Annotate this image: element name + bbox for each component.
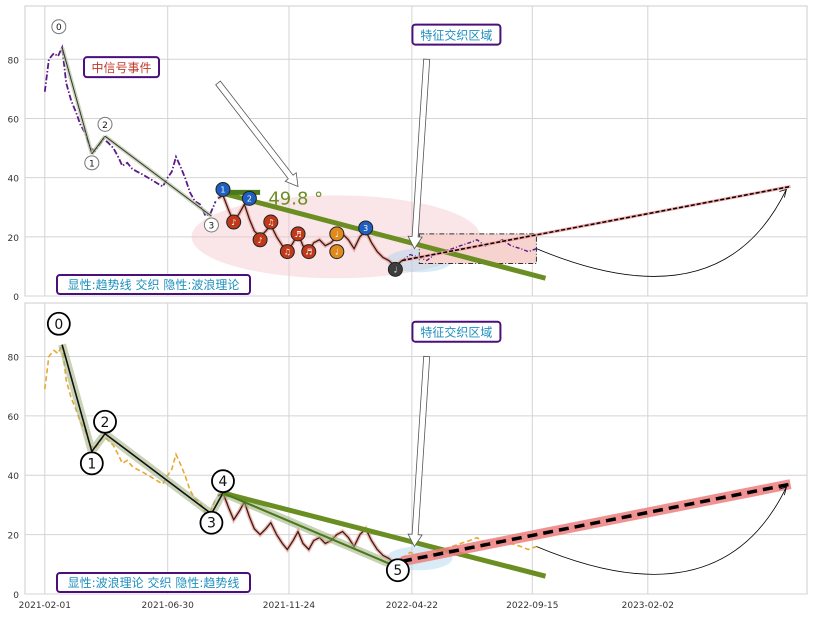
annotation-arrow bbox=[407, 355, 431, 548]
wave-label: 1 bbox=[89, 159, 95, 169]
music-marker bbox=[329, 226, 345, 242]
legend-box bbox=[56, 274, 251, 295]
legend-text: 显性:波浪理论 交织 隐性:趋势线 bbox=[68, 575, 240, 590]
music-marker-glyph: ♪ bbox=[231, 218, 236, 227]
forecast-solid bbox=[401, 185, 791, 262]
wave-label: 0 bbox=[56, 23, 62, 33]
wave-label-circle bbox=[97, 116, 113, 132]
forecast-arc-head bbox=[779, 486, 787, 496]
music-marker bbox=[241, 190, 257, 206]
trendline bbox=[219, 190, 547, 281]
price-series bbox=[44, 341, 217, 515]
wave-series bbox=[217, 492, 403, 566]
wave-label: 2 bbox=[101, 415, 110, 431]
x-tick-label: 2023-02-02 bbox=[622, 601, 674, 611]
forecast-arc-head bbox=[779, 188, 787, 198]
forecast-arc bbox=[536, 189, 787, 277]
music-marker-glyph: ♪ bbox=[258, 236, 263, 245]
wave-guide bbox=[61, 47, 93, 155]
music-marker-glyph: ♫ bbox=[267, 218, 274, 227]
wave-label-circle bbox=[93, 409, 117, 434]
wave-label: 4 bbox=[219, 474, 228, 490]
legend-box bbox=[56, 572, 251, 593]
music-marker-glyph: 1 bbox=[220, 185, 225, 194]
music-marker-glyph: ♩ bbox=[335, 230, 339, 239]
music-marker-glyph: ♬ bbox=[305, 248, 312, 257]
y-tick-label: 20 bbox=[8, 234, 20, 244]
music-marker bbox=[215, 181, 231, 197]
wave-guide bbox=[91, 135, 106, 155]
annotation-label: 特征交织区域 bbox=[420, 325, 492, 340]
wave-label-circle bbox=[211, 469, 235, 494]
wave-label-circle bbox=[199, 510, 224, 535]
wave-label: 0 bbox=[54, 317, 63, 333]
price-series bbox=[43, 44, 217, 218]
tail-series bbox=[401, 239, 537, 262]
music-marker-glyph: 2 bbox=[247, 194, 252, 203]
music-marker bbox=[358, 220, 374, 236]
trendline bbox=[222, 492, 399, 569]
music-marker-glyph: ♩ bbox=[393, 265, 397, 274]
music-marker-glyph: 3 bbox=[363, 224, 368, 233]
x-tick-label: 2022-09-15 bbox=[506, 601, 558, 611]
panel-body: 1♪2♪♫♫♬♬♩♩3♩ bbox=[43, 44, 791, 281]
music-marker bbox=[226, 214, 242, 230]
trendline bbox=[222, 490, 547, 579]
wave-label-circle bbox=[385, 558, 410, 583]
annotation-label: 中信号事件 bbox=[92, 60, 152, 75]
music-marker bbox=[252, 232, 268, 248]
music-marker bbox=[279, 244, 295, 260]
y-tick-label: 20 bbox=[8, 532, 20, 542]
angle-label: 49.8 ° bbox=[268, 188, 323, 209]
annotation-box bbox=[83, 56, 161, 79]
annotation-box bbox=[411, 320, 502, 343]
panel-frame bbox=[24, 302, 808, 595]
legend-text: 显性:趋势线 交织 隐性:波浪理论 bbox=[68, 277, 240, 292]
wave-label-circle bbox=[79, 451, 104, 476]
music-marker-glyph: ♩ bbox=[335, 248, 339, 257]
x-tick-label: 2022-04-22 bbox=[386, 601, 438, 611]
y-tick-label: 80 bbox=[8, 353, 20, 363]
wave-label: 5 bbox=[393, 563, 402, 579]
y-tick-label: 60 bbox=[8, 413, 20, 423]
wave-label-circle bbox=[203, 217, 219, 233]
forecast-arc bbox=[536, 486, 787, 575]
music-marker bbox=[263, 214, 279, 230]
y-tick-label: 0 bbox=[13, 591, 19, 601]
wave-guide bbox=[104, 135, 212, 217]
music-marker bbox=[329, 244, 345, 260]
wave-label: 3 bbox=[209, 221, 215, 231]
wave-label: 2 bbox=[102, 121, 108, 131]
panel-body bbox=[44, 341, 792, 579]
wave-label: 3 bbox=[207, 516, 216, 532]
annotation-label: 特征交织区域 bbox=[420, 28, 492, 43]
music-marker bbox=[301, 244, 317, 260]
music-marker bbox=[387, 261, 403, 277]
annotation-arrow bbox=[407, 58, 431, 250]
wave-label-circle bbox=[46, 311, 71, 336]
annotation-arrow bbox=[215, 80, 299, 188]
y-tick-label: 60 bbox=[8, 115, 20, 125]
wave-label-circle bbox=[51, 19, 67, 35]
music-marker bbox=[290, 226, 306, 242]
y-tick-label: 40 bbox=[8, 175, 20, 185]
annotation-box bbox=[411, 23, 502, 46]
x-tick-label: 2021-02-01 bbox=[19, 601, 71, 611]
y-tick-label: 40 bbox=[8, 472, 20, 482]
y-tick-label: 80 bbox=[8, 56, 20, 66]
panel-frame bbox=[24, 5, 808, 297]
wave-label: 1 bbox=[87, 456, 96, 472]
wave-label-circle bbox=[84, 155, 100, 171]
forecast-dashed bbox=[401, 482, 791, 564]
music-marker-glyph: ♫ bbox=[284, 248, 291, 257]
x-tick-label: 2021-06-30 bbox=[142, 601, 195, 611]
music-marker-glyph: ♬ bbox=[294, 230, 301, 239]
y-tick-label: 0 bbox=[13, 293, 19, 303]
x-tick-label: 2021-11-24 bbox=[263, 601, 316, 611]
